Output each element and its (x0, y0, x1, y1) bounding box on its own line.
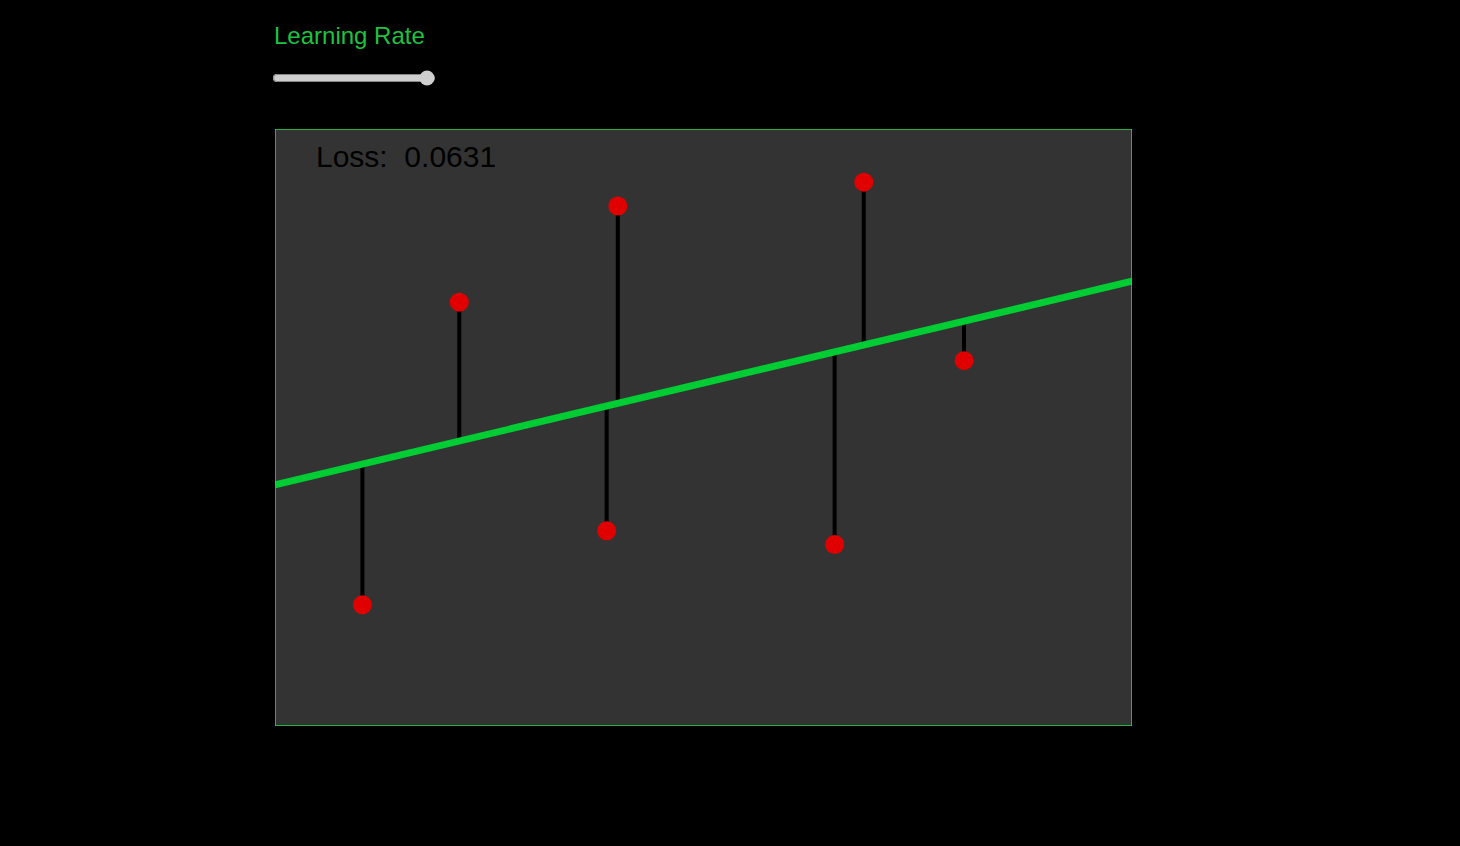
html-text:Learning Rate: Learning Rate (274, 22, 425, 49)
svg-text:Loss: 0.0631: Loss: 0.0631 (316, 140, 496, 173)
